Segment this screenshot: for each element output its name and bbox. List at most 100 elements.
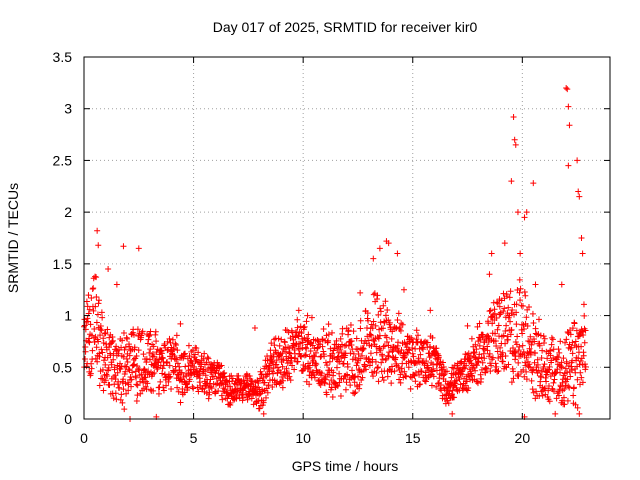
data-point: [355, 351, 362, 358]
data-point: [204, 354, 211, 361]
data-point: [106, 334, 113, 341]
data-point: [514, 209, 521, 216]
data-point: [467, 353, 474, 360]
data-point: [493, 315, 500, 322]
data-point: [380, 302, 387, 309]
data-point: [123, 355, 130, 362]
data-point: [413, 327, 420, 334]
data-point: [339, 325, 346, 332]
data-point: [546, 363, 553, 370]
data-point: [175, 388, 182, 395]
data-point: [474, 359, 481, 366]
data-point: [270, 365, 277, 372]
data-point: [537, 332, 544, 339]
data-point: [368, 342, 375, 349]
data-point: [101, 330, 108, 337]
data-point: [195, 349, 202, 356]
data-point: [99, 314, 106, 321]
data-point: [124, 335, 131, 342]
x-tick-label: 5: [190, 430, 198, 446]
data-point: [152, 328, 159, 335]
data-point: [120, 386, 127, 393]
data-point: [540, 364, 547, 371]
data-point: [133, 397, 140, 404]
data-point: [132, 368, 139, 375]
data-point: [165, 346, 172, 353]
data-point: [93, 274, 100, 281]
data-point: [544, 355, 551, 362]
data-point: [377, 308, 384, 315]
data-point: [380, 325, 387, 332]
data-point: [410, 353, 417, 360]
data-point: [513, 309, 520, 316]
data-point: [294, 358, 301, 365]
data-point: [89, 347, 96, 354]
data-point: [279, 363, 286, 370]
data-point: [508, 326, 515, 333]
data-point: [492, 360, 499, 367]
data-point: [514, 333, 521, 340]
data-point: [476, 351, 483, 358]
data-point: [144, 340, 151, 347]
data-point: [448, 391, 455, 398]
y-tick-label: 3: [64, 101, 72, 117]
data-point: [311, 353, 318, 360]
data-point: [491, 310, 498, 317]
data-point: [568, 363, 575, 370]
data-point: [547, 347, 554, 354]
data-point: [314, 345, 321, 352]
data-point: [523, 368, 530, 375]
data-point: [473, 362, 480, 369]
data-point: [486, 271, 493, 278]
data-point: [295, 333, 302, 340]
data-point: [368, 332, 375, 339]
data-point: [562, 365, 569, 372]
data-point: [221, 369, 228, 376]
data-point: [191, 351, 198, 358]
data-point: [122, 368, 129, 375]
data-point: [392, 354, 399, 361]
data-point: [360, 345, 367, 352]
data-point: [95, 338, 102, 345]
data-point: [118, 344, 125, 351]
data-point: [343, 342, 350, 349]
data-point: [528, 341, 535, 348]
data-point: [333, 337, 340, 344]
data-point: [226, 383, 233, 390]
data-point: [314, 344, 321, 351]
data-point: [484, 347, 491, 354]
data-point: [576, 193, 583, 200]
data-point: [307, 347, 314, 354]
data-point: [458, 359, 465, 366]
data-point: [345, 327, 352, 334]
data-point: [146, 349, 153, 356]
data-point: [275, 335, 282, 342]
data-point: [354, 359, 361, 366]
data-point: [133, 353, 140, 360]
data-point: [147, 346, 154, 353]
data-point: [185, 342, 192, 349]
data-point: [171, 356, 178, 363]
data-point: [139, 328, 146, 335]
data-point: [334, 383, 341, 390]
data-point: [474, 323, 481, 330]
data-point: [337, 335, 344, 342]
data-point: [301, 323, 308, 330]
data-point: [286, 373, 293, 380]
data-point: [163, 382, 170, 389]
data-point: [102, 361, 109, 368]
data-point: [516, 289, 523, 296]
data-point: [120, 353, 127, 360]
data-point: [523, 376, 530, 383]
data-point: [203, 381, 210, 388]
data-point: [160, 387, 167, 394]
axis-ticks: 0 0.5 1 1.5 2 2.5 3 3.5 0 5 10 15 20: [53, 49, 610, 446]
data-point: [224, 395, 231, 402]
data-point: [173, 341, 180, 348]
data-point: [97, 322, 104, 329]
data-point: [375, 378, 382, 385]
data-point: [408, 335, 415, 342]
data-point: [99, 366, 106, 373]
data-point: [463, 362, 470, 369]
data-point: [361, 363, 368, 370]
